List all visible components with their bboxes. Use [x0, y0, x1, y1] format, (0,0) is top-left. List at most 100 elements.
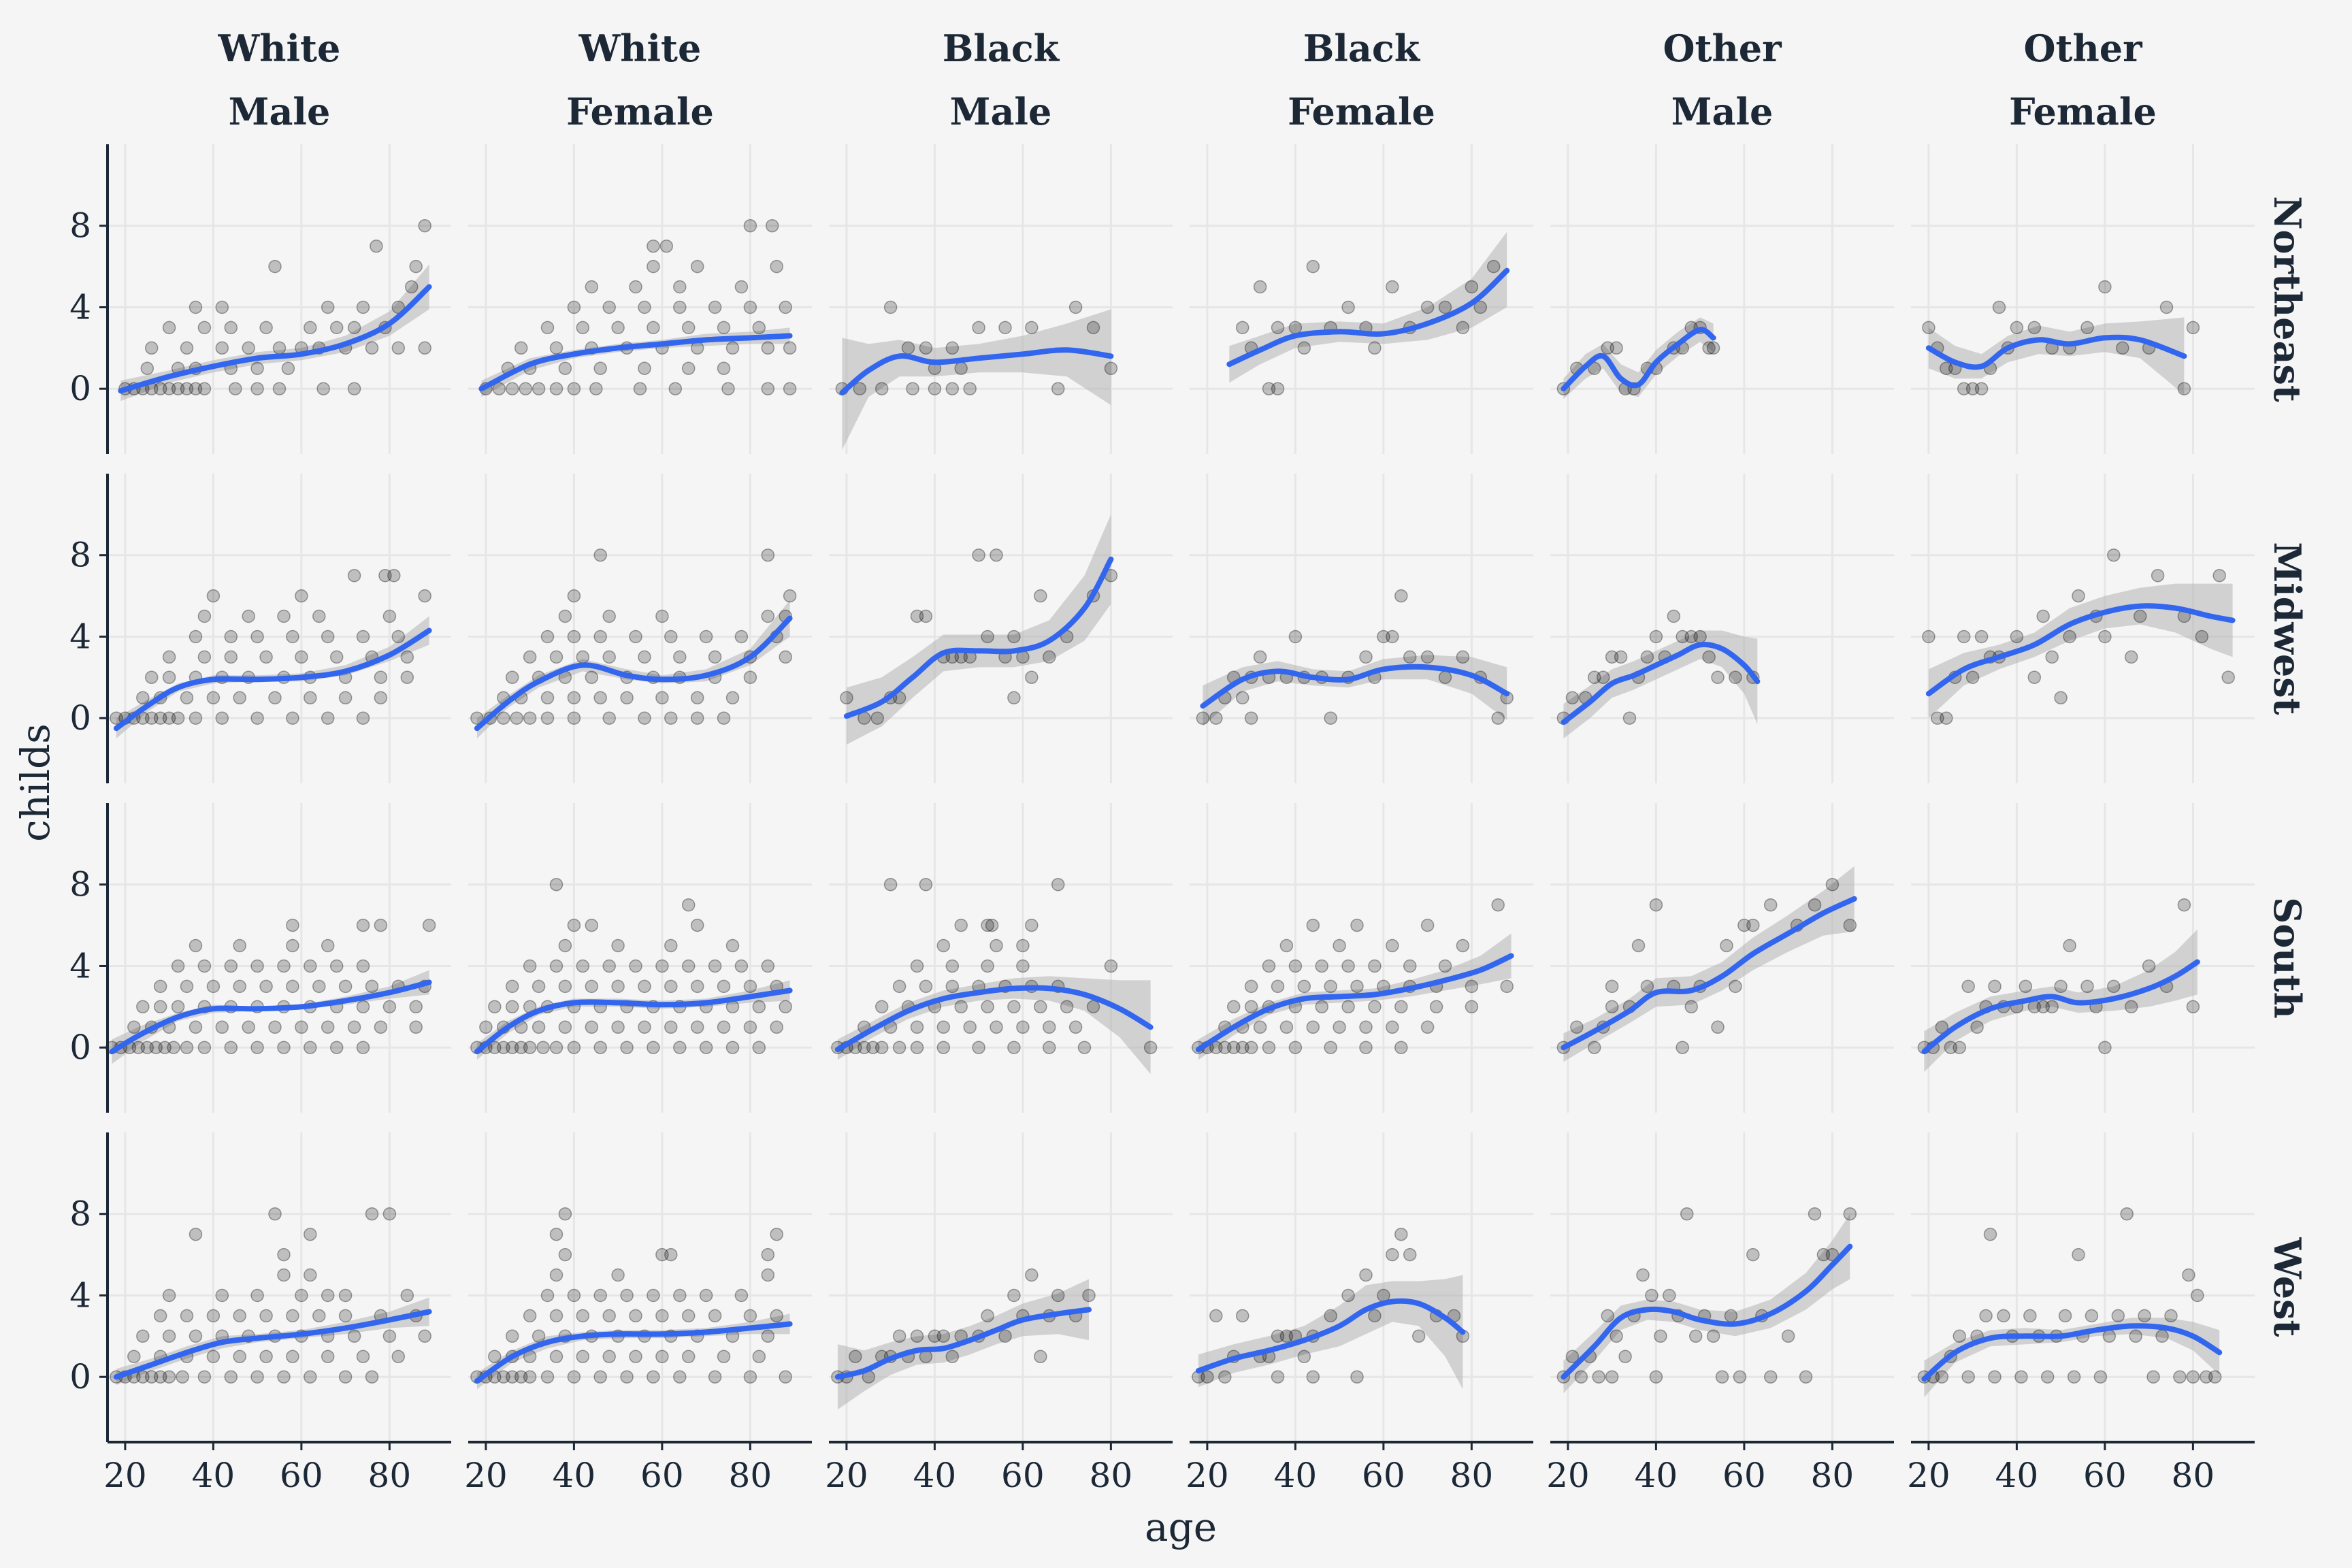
data-point [1965, 670, 1980, 685]
data-point [2014, 1370, 2028, 1384]
data-point [892, 1041, 906, 1054]
data-point [382, 1329, 397, 1343]
data-point [549, 1309, 564, 1323]
data-point [144, 670, 159, 685]
data-point [347, 321, 361, 335]
data-point [2111, 1309, 2125, 1323]
x-tick-label: 60 [1722, 1456, 1766, 1495]
data-point [1209, 1041, 1223, 1054]
data-point [286, 979, 299, 994]
data-point [629, 1350, 642, 1364]
data-point [549, 382, 564, 395]
smooth-line [843, 556, 1114, 719]
data-point [197, 959, 212, 973]
data-point [638, 979, 651, 994]
data-point [2107, 548, 2121, 562]
facet-panel [108, 144, 451, 454]
smooth-line [834, 1307, 1092, 1380]
data-point [910, 609, 924, 623]
data-point [374, 691, 388, 705]
data-point [523, 1041, 537, 1054]
data-point [536, 1041, 550, 1054]
smooth-line [113, 1309, 432, 1380]
data-point [910, 1041, 924, 1054]
data-point [1386, 938, 1399, 953]
data-point [409, 1000, 423, 1014]
data-point [1622, 711, 1637, 725]
data-point [1288, 1041, 1303, 1054]
data-point [1733, 1370, 1747, 1384]
data-point [281, 361, 295, 376]
data-point [189, 938, 203, 953]
data-point [131, 1041, 146, 1054]
data-point [972, 1041, 985, 1054]
data-point [602, 959, 616, 973]
data-point [1974, 630, 1989, 644]
data-point [1306, 1370, 1320, 1384]
data-point [2142, 959, 2156, 973]
x-tick-label: 60 [640, 1456, 684, 1495]
data-point [158, 1041, 172, 1054]
data-point [1341, 959, 1355, 973]
data-point [1262, 382, 1276, 395]
data-point [1587, 670, 1601, 685]
data-point [558, 938, 572, 953]
data-point [347, 382, 361, 395]
data-point [1614, 650, 1628, 664]
data-point [1605, 979, 1619, 994]
data-point [1007, 1000, 1021, 1014]
data-point [708, 1370, 722, 1384]
data-point [162, 1370, 176, 1384]
facet-panel [1190, 144, 1533, 454]
data-point [1953, 1329, 1966, 1343]
data-point [250, 959, 264, 973]
x-tick-label: 80 [1090, 1456, 1133, 1495]
data-point [875, 1000, 889, 1014]
data-point [2159, 300, 2174, 314]
data-point [215, 711, 229, 725]
confidence-band [1563, 866, 1855, 1062]
data-point [1711, 670, 1725, 685]
data-point [567, 711, 581, 725]
data-point [215, 341, 229, 355]
data-point [883, 877, 898, 892]
data-point [136, 691, 150, 705]
data-point [990, 548, 1003, 562]
data-point [990, 1020, 1003, 1034]
data-point [233, 979, 246, 994]
data-point [690, 1020, 704, 1034]
y-tick-label: 8 [69, 206, 91, 246]
data-point [514, 341, 528, 355]
data-point [668, 382, 683, 395]
data-point [391, 630, 406, 644]
data-point [972, 548, 985, 562]
data-point [1007, 630, 1021, 644]
data-point [277, 609, 291, 623]
data-point [321, 938, 335, 953]
data-point [602, 1309, 616, 1323]
smooth-line [1921, 959, 2200, 1055]
data-point [928, 382, 942, 395]
data-point [382, 1207, 397, 1221]
smooth-line [1195, 1298, 1466, 1374]
data-point [1209, 1309, 1223, 1323]
data-point [690, 918, 704, 932]
data-point [197, 1370, 212, 1384]
data-point [2164, 1309, 2178, 1323]
data-point [1271, 1329, 1285, 1343]
data-point [1420, 300, 1435, 314]
data-point [400, 670, 414, 685]
data-point [549, 1350, 564, 1364]
data-point [1368, 1309, 1382, 1323]
data-point [849, 1350, 862, 1364]
x-tick-label: 20 [1907, 1456, 1950, 1495]
data-point [286, 1309, 299, 1323]
data-point [611, 1268, 625, 1282]
data-point [725, 1041, 740, 1054]
facet-panel [829, 144, 1173, 454]
data-point [981, 1000, 994, 1014]
data-point [1935, 1020, 1949, 1034]
data-point [1420, 650, 1435, 664]
x-tick-label: 20 [103, 1456, 147, 1495]
data-point [1676, 1041, 1689, 1054]
